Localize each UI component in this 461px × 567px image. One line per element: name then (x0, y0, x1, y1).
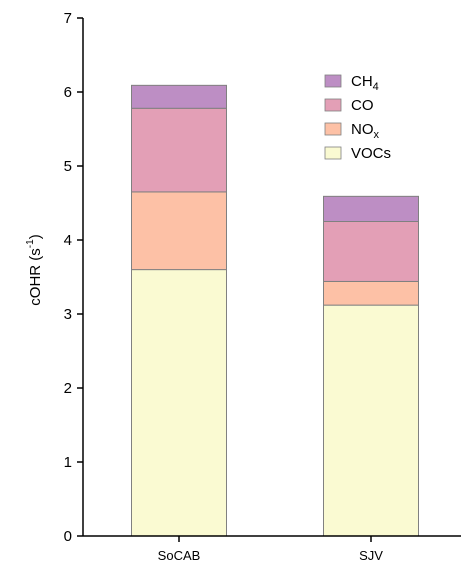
y-tick-label: 1 (64, 454, 72, 471)
bar-socab-ch4 (131, 84, 227, 109)
y-tick-label: 6 (64, 84, 72, 101)
legend-label-co: CO (351, 97, 374, 114)
bar-socab-nox (131, 191, 227, 271)
y-tick-label: 4 (64, 232, 72, 249)
legend-swatch-co (324, 98, 342, 112)
legend-label-ch4: CH4 (351, 73, 379, 93)
y-tick-label: 3 (64, 306, 72, 323)
bar-socab-vocs (131, 269, 227, 537)
legend-label-vocs: VOCs (351, 145, 391, 162)
y-axis-title: cOHR (s-1) (25, 234, 44, 305)
bar-sjv-nox (323, 280, 419, 306)
legend: CH4 CO NOx VOCs (324, 73, 391, 162)
y-tick-label: 0 (64, 528, 72, 545)
bar-sjv-co (323, 221, 419, 282)
y-tick-label: 5 (64, 158, 72, 175)
y-tick-label: 7 (64, 10, 72, 27)
plot-area: 0 1 2 3 4 5 6 7 SoCAB SJV cOHR (s-1) CH4 CO NOx VOC… (25, 10, 461, 563)
legend-label-nox: NOx (351, 121, 380, 141)
bars-layer (131, 84, 419, 537)
x-tick-label-socab: SoCAB (158, 548, 201, 563)
x-axis: SoCAB SJV (83, 535, 461, 563)
x-tick-label-sjv: SJV (359, 548, 383, 563)
legend-swatch-vocs (324, 146, 342, 160)
y-axis: 0 1 2 3 4 5 6 7 (64, 10, 84, 545)
bar-sjv-ch4 (323, 195, 419, 222)
legend-swatch-nox (324, 122, 342, 136)
legend-swatch-ch4 (324, 74, 342, 88)
y-tick-label: 2 (64, 380, 72, 397)
bar-socab-co (131, 107, 227, 193)
bar-sjv-vocs (323, 304, 419, 537)
